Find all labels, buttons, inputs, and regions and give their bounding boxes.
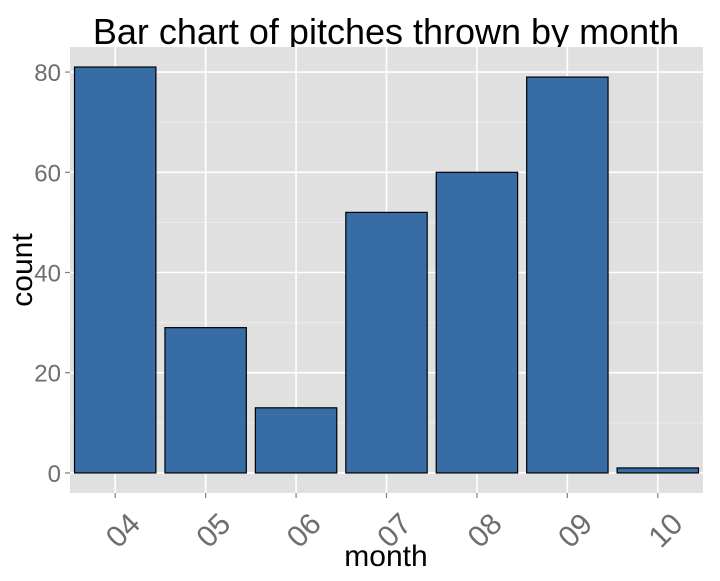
x-tick-label: 10 [643,507,690,554]
y-tick-label: 60 [34,160,61,187]
y-axis-label: count [6,233,39,307]
y-tick-label: 0 [48,461,61,488]
y-tick-label: 20 [34,361,61,388]
x-axis-label: month [344,540,427,573]
bar-06 [254,407,338,474]
bar-10 [616,467,700,474]
y-tick-label: 40 [34,261,61,288]
y-tick-label: 80 [34,60,61,87]
x-tick-label: 09 [552,507,599,554]
bar-07 [345,211,428,474]
bar-05 [164,327,247,474]
x-tick-label: 08 [462,507,509,554]
x-tick-label: 06 [281,507,328,554]
chart-title: Bar chart of pitches thrown by month [93,11,679,52]
x-tick-label: 05 [190,507,237,554]
bar-09 [526,76,609,474]
x-tick-label: 04 [100,507,147,554]
bar-04 [73,66,157,474]
bars-layer [73,66,700,474]
bar-08 [435,171,519,474]
y-axis-ticks: 0 20 40 60 80 [34,60,70,488]
